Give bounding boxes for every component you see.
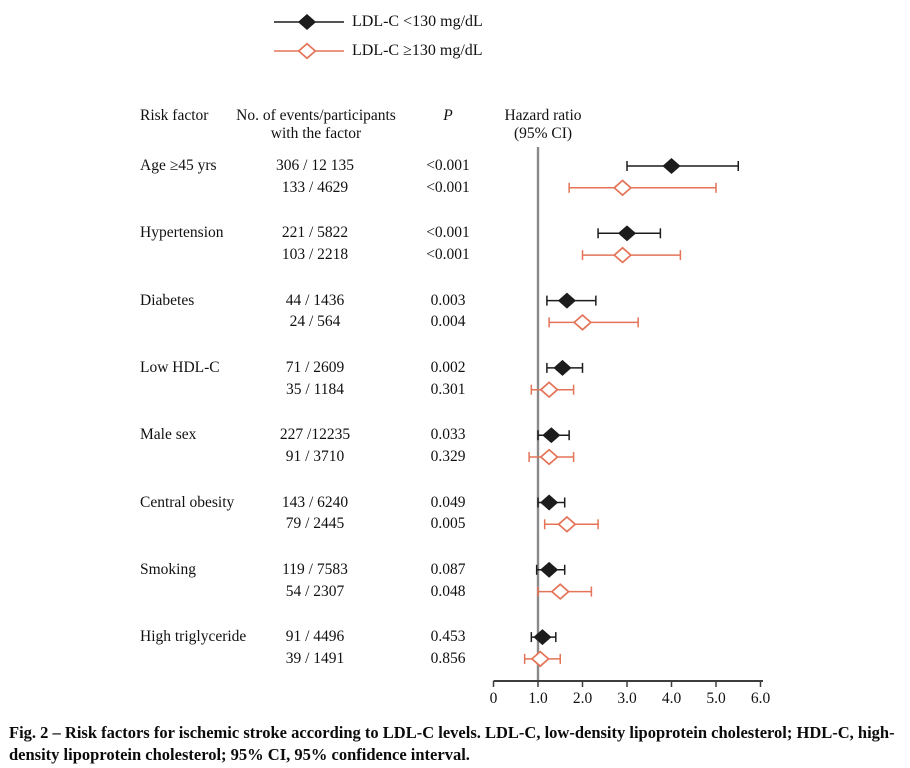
p-value: 0.033 <box>430 426 466 444</box>
events-value: 221 / 5822 <box>281 224 349 242</box>
p-value: <0.001 <box>426 246 470 264</box>
hr-diamond <box>540 561 559 578</box>
events-value: 39 / 1491 <box>285 649 345 667</box>
hr-diamond <box>542 427 561 444</box>
risk-factor-label: Smoking <box>140 560 196 578</box>
x-axis-tick-label: 1.0 <box>528 690 548 707</box>
p-value: 0.003 <box>430 291 466 309</box>
events-value: 103 / 2218 <box>281 246 349 264</box>
p-value: 0.005 <box>430 515 466 533</box>
column-header-events: No. of events/participants with the fact… <box>236 107 396 143</box>
forest-row <box>568 179 717 197</box>
forest-row <box>543 515 599 533</box>
events-value: 24 / 564 <box>289 313 341 331</box>
x-axis-tick-label: 2.0 <box>573 690 593 707</box>
forest-row <box>523 650 561 668</box>
forest-row <box>581 246 682 264</box>
p-value: 0.087 <box>430 560 466 578</box>
hr-diamond <box>612 246 633 264</box>
p-value: 0.002 <box>430 358 466 376</box>
x-axis-tick-label: 3.0 <box>617 690 637 707</box>
events-value: 119 / 7583 <box>282 560 348 578</box>
p-value: 0.301 <box>430 380 466 398</box>
forest-row <box>537 427 570 444</box>
column-header-p: P <box>443 107 453 124</box>
hr-diamond <box>550 583 570 601</box>
forest-row <box>548 313 639 331</box>
p-value: 0.329 <box>430 448 466 465</box>
risk-factor-label: Age ≥45 yrs <box>140 157 217 174</box>
p-value: 0.453 <box>430 628 466 646</box>
legend-marker-ge130 <box>297 42 317 60</box>
forest-row <box>537 583 593 601</box>
p-value: 0.048 <box>430 582 466 600</box>
p-value: 0.856 <box>430 649 466 667</box>
x-axis-tick-label: 5.0 <box>706 690 726 707</box>
legend-item-ge130: LDL-C ≥130 mg/dL <box>272 37 483 65</box>
events-value: 227 /12235 <box>279 426 351 444</box>
risk-factor-label: Hypertension <box>140 224 224 242</box>
events-value: 91 / 4496 <box>285 628 345 646</box>
column-header-hazard-line2: (95% CI) <box>513 125 573 142</box>
p-value: 0.049 <box>430 493 466 511</box>
forest-row <box>546 359 584 376</box>
legend-label-lt130: LDL-C <130 mg/dL <box>352 13 483 30</box>
hr-diamond <box>539 448 559 466</box>
hr-diamond <box>572 313 593 331</box>
p-value: 0.004 <box>430 313 466 331</box>
hr-diamond <box>662 158 681 174</box>
column-header-events-line2: with the factor <box>270 125 362 142</box>
x-axis-tick-label: 6.0 <box>751 690 771 707</box>
hr-diamond <box>539 381 559 399</box>
forest-row <box>626 158 739 174</box>
column-header-events-line1: No. of events/participants <box>236 107 396 124</box>
column-header-hazard-ratio: Hazard ratio (95% CI) <box>504 107 581 143</box>
legend-marker-lt130 <box>297 14 317 30</box>
forest-row <box>528 448 575 466</box>
hr-diamond <box>533 629 552 646</box>
events-value: 54 / 2307 <box>285 582 345 600</box>
forest-row <box>597 225 662 242</box>
risk-factor-label: Central obesity <box>140 493 235 511</box>
x-axis-tick-label: 0 <box>490 690 498 707</box>
events-value: 133 / 4629 <box>281 178 349 196</box>
forest-row <box>537 494 566 511</box>
legend-label-ge130: LDL-C ≥130 mg/dL <box>352 42 483 59</box>
risk-factor-label: Male sex <box>140 426 197 444</box>
events-value: 79 / 2445 <box>285 515 345 533</box>
forest-plot-canvas: 0 1.0 2.0 3.0 4.0 5.0 6.0 <box>490 147 771 707</box>
forest-row <box>530 629 557 646</box>
hr-diamond <box>617 225 637 242</box>
p-value: <0.001 <box>426 157 470 174</box>
risk-factor-label: High triglyceride <box>140 628 247 646</box>
events-value: 44 / 1436 <box>285 291 345 309</box>
x-axis-tick-label: 4.0 <box>662 690 682 707</box>
p-value: <0.001 <box>426 224 470 242</box>
events-value: 35 / 1184 <box>286 380 344 398</box>
hr-diamond <box>557 292 576 309</box>
events-value: 91 / 3710 <box>285 448 345 465</box>
events-value: 143 / 6240 <box>281 493 349 511</box>
risk-factor-label: Diabetes <box>140 291 195 309</box>
hr-diamond <box>553 359 572 376</box>
column-header-risk-factor: Risk factor <box>140 107 209 124</box>
filled-diamond-icon <box>274 14 344 30</box>
column-header-hazard-line1: Hazard ratio <box>504 107 582 124</box>
figure-caption: Fig. 2 – Risk factors for ischemic strok… <box>9 723 895 765</box>
hr-diamond <box>540 494 559 511</box>
hr-diamond <box>612 179 633 197</box>
forest-row <box>530 381 575 399</box>
forest-row <box>546 292 597 309</box>
hr-diamond <box>530 650 550 668</box>
forest-plot-figure: LDL-C <130 mg/dL LDL-C ≥130 mg/dL Risk fa… <box>140 8 771 707</box>
p-value: <0.001 <box>426 178 470 196</box>
events-value: 306 / 12 135 <box>276 157 354 174</box>
legend-item-lt130: LDL-C <130 mg/dL <box>272 8 483 36</box>
forest-row <box>535 561 566 578</box>
hr-diamond <box>557 515 577 533</box>
open-diamond-icon <box>274 42 344 60</box>
risk-factor-label: Low HDL-C <box>140 358 220 376</box>
events-value: 71 / 2609 <box>285 358 345 376</box>
